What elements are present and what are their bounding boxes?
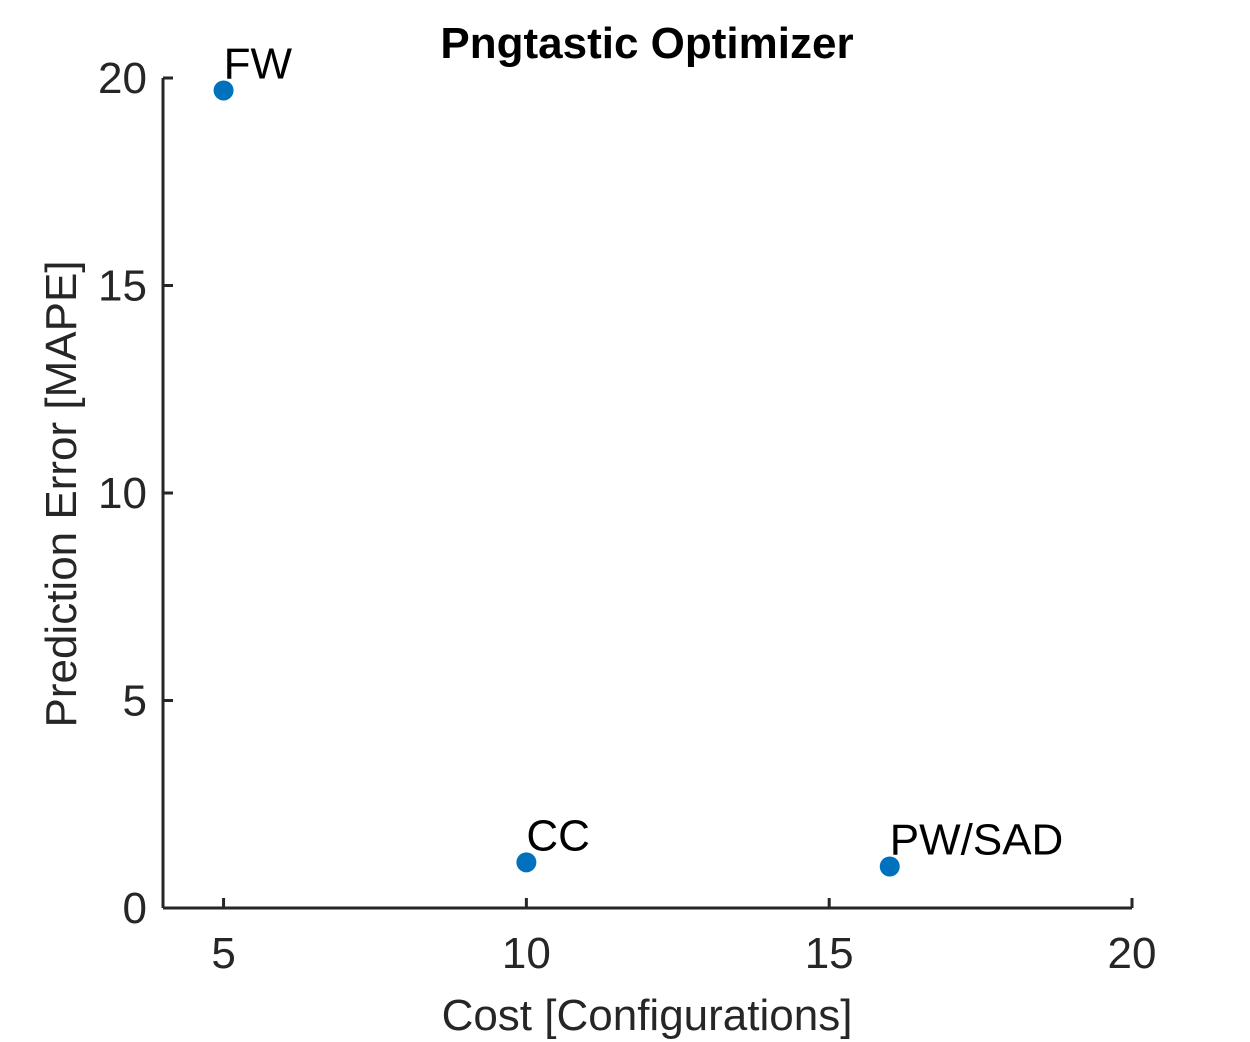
axes: 5 10 15 20 0 5 10 15 20	[98, 54, 1156, 978]
x-tick-label: 5	[211, 929, 235, 978]
data-point	[879, 856, 900, 877]
y-tick-label: 5	[123, 677, 147, 726]
y-tick-label: 10	[98, 469, 147, 518]
x-axis-label: Cost [Configurations]	[442, 991, 853, 1040]
data-point-label: PW/SAD	[890, 816, 1064, 865]
data-point-label: CC	[526, 811, 590, 860]
x-tick-label: 15	[805, 929, 854, 978]
y-tick-label: 20	[98, 54, 147, 103]
data-point	[213, 80, 234, 101]
chart-title: Pngtastic Optimizer	[440, 19, 853, 68]
data-point-label: FW	[224, 39, 293, 88]
data-points: FW CC PW/SAD	[213, 39, 1064, 877]
y-tick-label: 15	[98, 262, 147, 311]
y-tick-label: 0	[123, 884, 147, 933]
data-point	[516, 852, 537, 873]
y-axis-label: Prediction Error [MAPE]	[37, 260, 86, 727]
x-tick-label: 10	[502, 929, 551, 978]
x-tick-label: 20	[1108, 929, 1157, 978]
